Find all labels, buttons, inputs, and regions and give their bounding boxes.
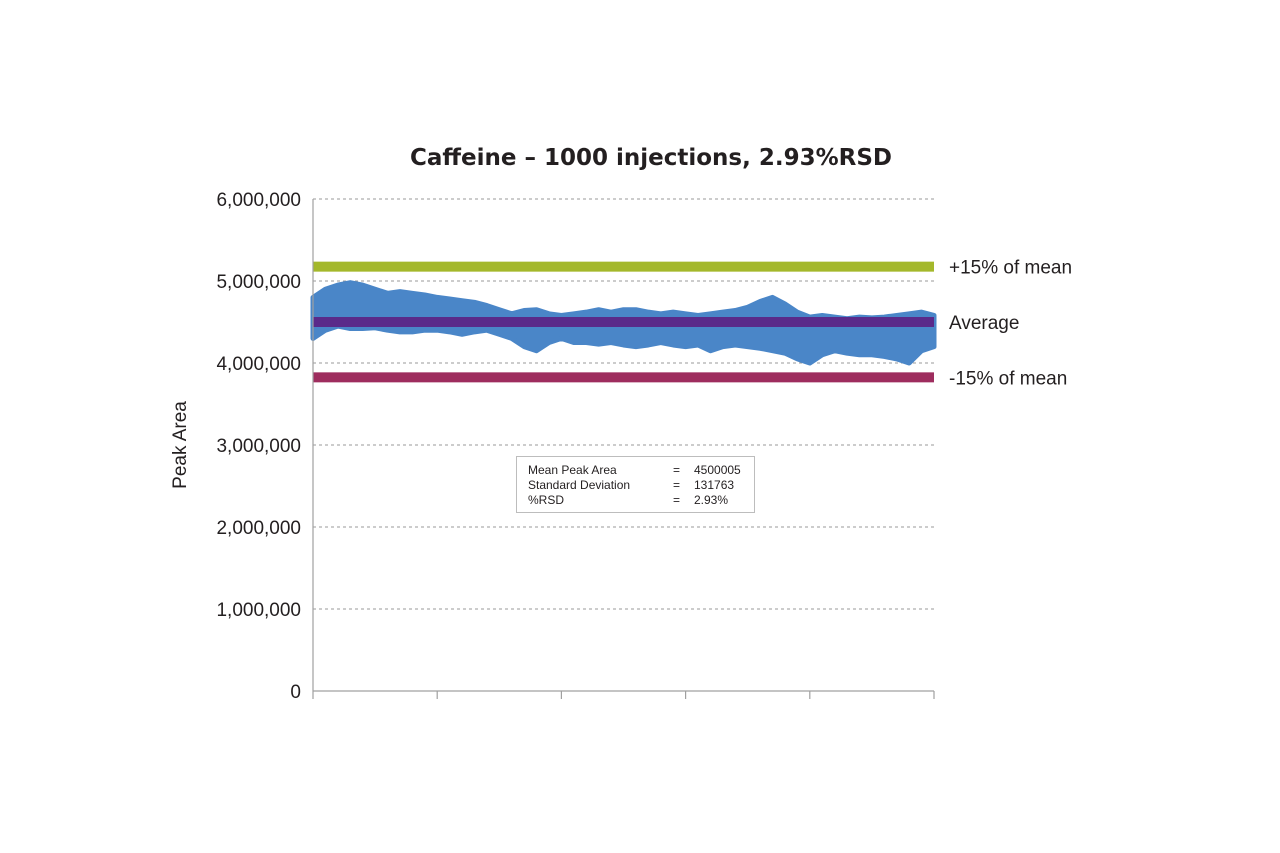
stats-box: Mean Peak Area = 4500005 Standard Deviat… <box>516 456 755 513</box>
stats-value: 2.93% <box>694 493 729 507</box>
chart-title: Caffeine – 1000 injections, 2.93%RSD <box>410 145 892 171</box>
stats-equals: = <box>673 463 681 477</box>
stats-value: 131763 <box>694 478 735 492</box>
axes <box>312 199 935 699</box>
y-tick-label: 3,000,000 <box>216 436 301 457</box>
y-tick-label: 2,000,000 <box>216 518 301 539</box>
reference-lines: +15% of mean Average -15% of mean <box>313 258 1072 389</box>
reference-line <box>313 372 934 383</box>
y-tick-label: 5,000,000 <box>216 272 301 293</box>
stats-row-mean: Mean Peak Area = 4500005 <box>528 463 754 478</box>
reference-line-label: +15% of mean <box>949 258 1072 279</box>
reference-line-label: Average <box>949 313 1019 334</box>
stats-label: Standard Deviation <box>528 478 631 492</box>
stats-equals: = <box>673 493 681 507</box>
stats-equals: = <box>673 478 681 492</box>
reference-line <box>313 316 934 327</box>
stats-label: Mean Peak Area <box>528 463 617 477</box>
y-tick-labels: 0 1,000,000 2,000,000 3,000,000 4,000,000 5,0… <box>216 190 301 703</box>
y-tick-label: 4,000,000 <box>216 354 301 375</box>
reference-line-label: -15% of mean <box>949 368 1067 389</box>
stats-value: 4500005 <box>694 463 741 477</box>
y-tick-label: 0 <box>290 682 301 703</box>
y-tick-label: 1,000,000 <box>216 600 301 621</box>
y-tick-label: 6,000,000 <box>216 190 301 211</box>
grid <box>313 198 934 610</box>
stats-label: %RSD <box>528 493 565 507</box>
stats-row-sd: Standard Deviation = 131763 <box>528 478 754 493</box>
y-axis-label: Peak Area <box>170 401 191 489</box>
reference-line <box>313 261 934 272</box>
stats-row-rsd: %RSD = 2.93% <box>528 493 754 508</box>
